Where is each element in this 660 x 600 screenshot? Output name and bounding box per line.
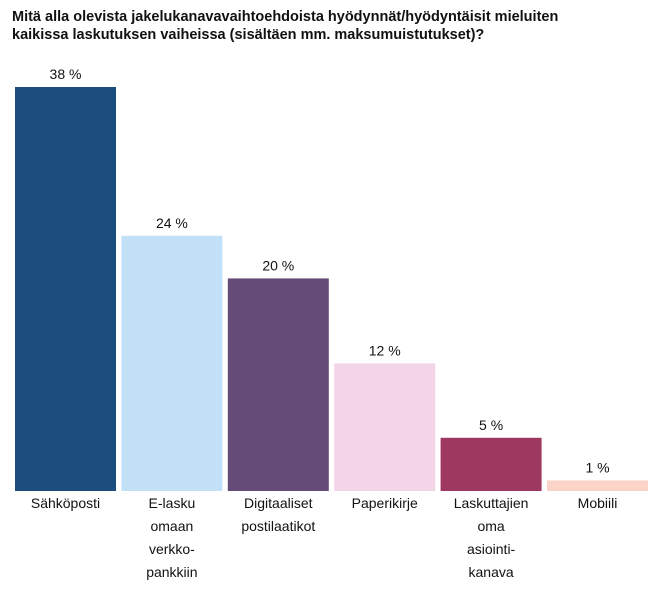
category-label-mobiili: Mobiili [578, 495, 618, 511]
category-labels-group: Sähköposti E-lasku omaan verkko-pankkiin Dig… [31, 495, 617, 580]
value-label-e-lasku-omaan-verkko-pankkiin: 24 % [156, 215, 188, 231]
value-label-laskuttajien-oma-asiointi-kanava: 5 % [479, 417, 503, 433]
chart-title: Mitä alla olevista jakelukanavavaihtoehd… [12, 9, 559, 43]
category-label-sähköposti: Sähköposti [31, 495, 100, 511]
category-label-laskuttajien-oma-asiointi-kanava: Laskuttajien oma asiointi-kanava [454, 495, 529, 580]
category-label-e-lasku-omaan-verkko-pankkiin: E-lasku omaan verkko-pankkiin [146, 495, 197, 580]
value-label-digitaaliset-postilaatikot: 20 % [262, 257, 294, 273]
value-labels-group: 38 % 24 % 20 % 12 % 5 % 1 % [50, 66, 610, 475]
bar-e-lasku-omaan-verkko-pankkiin [121, 235, 223, 491]
category-label-paperikirje: Paperikirje [352, 495, 418, 511]
category-label-digitaaliset-postilaatikot: Digitaaliset postilaatikot [241, 495, 315, 534]
bar-paperikirje [334, 363, 436, 491]
bars-group [15, 87, 648, 491]
value-label-mobiili: 1 % [585, 459, 609, 475]
value-label-sähköposti: 38 % [50, 66, 82, 82]
bar-laskuttajien-oma-asiointi-kanava [440, 437, 542, 491]
bar-digitaaliset-postilaatikot [227, 278, 329, 491]
value-label-paperikirje: 12 % [369, 342, 401, 358]
bar-mobiili [547, 480, 648, 491]
bar-sähköposti [15, 87, 116, 491]
